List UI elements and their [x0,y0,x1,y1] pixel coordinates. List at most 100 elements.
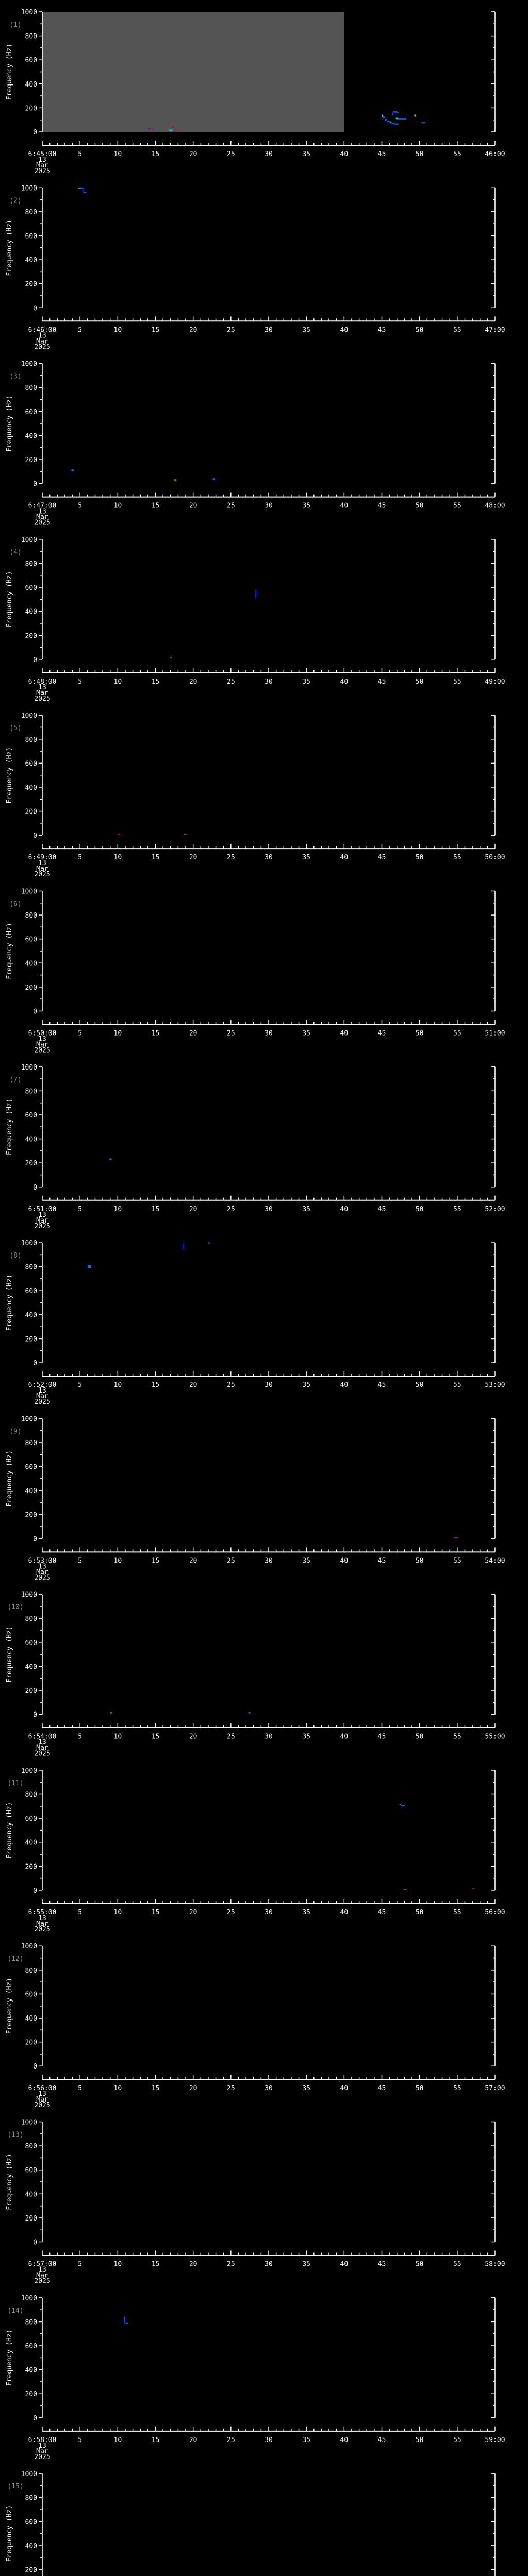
event-marker [183,1243,185,1249]
x-tick-label-end: 59:00 [485,2436,505,2444]
date-label: 13 [38,1035,46,1043]
x-tick-label: 5 [78,326,82,334]
x-tick-label: 30 [265,1909,273,1917]
date-label: Mar [36,2448,48,2455]
x-tick-label: 15 [152,678,160,686]
date-label: 13 [38,508,46,516]
x-tick-label: 15 [152,502,160,510]
x-tick-label: 15 [152,1733,160,1741]
x-tick-label-end: 46:00 [485,150,505,158]
x-tick-label: 10 [114,150,122,158]
date-label: Mar [36,162,48,170]
date-label: 13 [38,684,46,691]
event-marker [397,112,400,113]
date-label: 2025 [34,1223,50,1230]
event-marker [84,192,86,193]
date-label: 2025 [34,2453,50,2461]
y-tick-label: 400 [25,1312,37,1319]
y-tick-label: 600 [25,1815,37,1823]
x-tick-label: 50 [416,2261,424,2268]
event-marker [385,118,387,121]
x-tick-label: 45 [378,2084,386,2092]
x-tick-label-start: 6:55:00 [28,1909,57,1917]
event-marker [421,122,425,124]
x-tick-label: 50 [416,1381,424,1389]
x-tick-label: 30 [265,2084,273,2092]
y-tick-label: 200 [25,2039,37,2047]
y-tick-label: 400 [25,81,37,89]
y-tick-label: 200 [25,1335,37,1343]
x-tick-label-start: 6:46:00 [28,326,57,334]
x-tick-label: 35 [302,1557,310,1565]
x-tick-label: 20 [189,1206,197,1213]
y-tick-label: 1000 [21,2119,37,2127]
x-tick-label: 10 [114,502,122,510]
event-marker [399,1804,401,1806]
x-tick-label: 35 [302,2261,310,2268]
x-tick-label: 5 [78,1733,82,1741]
date-label: Mar [36,2272,48,2280]
x-tick-label-end: 54:00 [485,1557,505,1565]
event-marker [81,187,84,189]
y-tick-label: 400 [25,1136,37,1144]
x-tick-label: 25 [227,1381,235,1389]
x-tick-label: 50 [416,502,424,510]
event-marker [170,657,172,659]
event-marker [395,117,398,120]
x-tick-label: 45 [378,2261,386,2268]
x-tick-label-end: 48:00 [485,502,505,510]
x-tick-label: 35 [302,1029,310,1037]
date-label: Mar [36,1393,48,1400]
event-marker [87,1265,91,1268]
event-marker [150,128,153,130]
date-label: Mar [36,514,48,521]
x-tick-label: 40 [340,502,349,510]
y-tick-label: 200 [25,1160,37,1167]
panel-number-label: (9) [9,1428,21,1435]
x-tick-label: 55 [453,1909,461,1917]
x-tick-label: 35 [302,1733,310,1741]
y-tick-label: 600 [25,584,37,592]
panel-number-label: (14) [7,2307,23,2315]
y-tick-label: 1000 [21,1943,37,1951]
x-tick-label-start: 6:52:00 [28,1381,57,1389]
y-tick-label: 1000 [21,1591,37,1599]
x-tick-label: 50 [416,2436,424,2444]
event-marker [383,116,385,118]
y-tick-label: 400 [25,960,37,968]
event-marker [395,123,399,125]
x-tick-label: 20 [189,2261,197,2268]
x-tick-label: 40 [340,2084,349,2092]
x-tick-label: 30 [265,150,273,158]
x-tick-label: 55 [453,150,461,158]
x-tick-label-end: 57:00 [485,2084,505,2092]
y-tick-label: 800 [25,912,37,920]
x-tick-label: 10 [114,326,122,334]
y-tick-label: 600 [25,1639,37,1647]
y-tick-label: 1000 [21,536,37,544]
y-tick-label: 400 [25,257,37,264]
y-tick-label: 600 [25,409,37,416]
x-tick-label: 35 [302,1381,310,1389]
y-axis-title: Frequency (Hz) [6,2330,13,2386]
x-tick-label: 20 [189,2436,197,2444]
y-tick-label: 400 [25,1487,37,1495]
x-tick-label-end: 53:00 [485,1381,505,1389]
date-label: Mar [36,689,48,697]
x-tick-label: 5 [78,150,82,158]
x-tick-label-start: 6:56:00 [28,2084,57,2092]
x-tick-label: 35 [302,1909,310,1917]
x-tick-label: 50 [416,1909,424,1917]
x-tick-label: 30 [265,326,273,334]
x-tick-label: 20 [189,326,197,334]
x-tick-label: 45 [378,854,386,861]
y-axis-title: Frequency (Hz) [6,1626,13,1683]
event-marker [125,2322,128,2324]
x-tick-label: 55 [453,1733,461,1741]
date-label: Mar [36,1744,48,1752]
x-tick-label: 5 [78,502,82,510]
event-marker [401,1805,405,1807]
x-tick-label: 35 [302,326,310,334]
